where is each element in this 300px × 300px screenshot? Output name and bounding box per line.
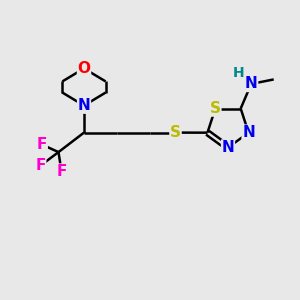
Text: N: N bbox=[222, 140, 234, 155]
Text: N: N bbox=[78, 98, 90, 113]
Text: N: N bbox=[242, 125, 255, 140]
Text: N: N bbox=[245, 76, 258, 92]
Text: F: F bbox=[56, 164, 67, 179]
Text: H: H bbox=[233, 66, 244, 80]
Text: O: O bbox=[77, 61, 91, 76]
Text: S: S bbox=[170, 125, 181, 140]
Text: S: S bbox=[210, 101, 221, 116]
Text: F: F bbox=[37, 137, 47, 152]
Text: F: F bbox=[35, 158, 46, 173]
